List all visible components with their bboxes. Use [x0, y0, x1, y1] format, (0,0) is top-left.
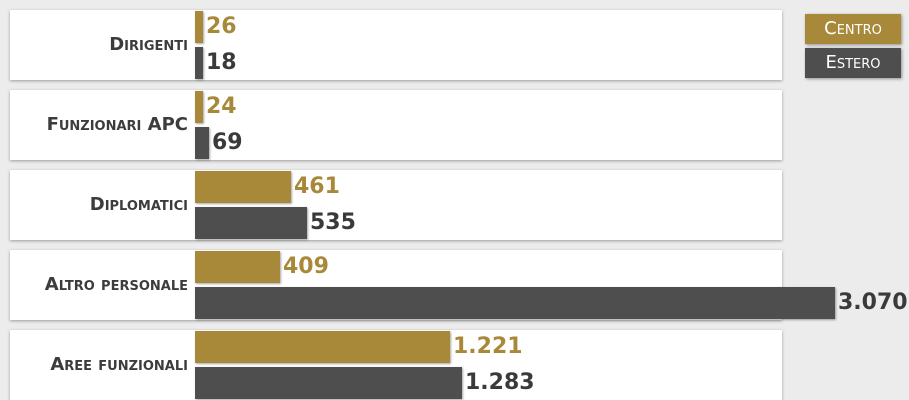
- bar-centro-diplomatici: [195, 171, 291, 203]
- bar-estero-altro-personale: [195, 287, 835, 319]
- legend-item-estero: Estero: [805, 48, 901, 78]
- bar-centro-dirigenti: [195, 11, 203, 43]
- value-label-estero: 535: [310, 210, 356, 235]
- value-label-centro: 1.221: [453, 334, 523, 359]
- bar-centro-aree-funzionali: [195, 331, 450, 363]
- value-label-centro: 24: [206, 94, 237, 119]
- category-label: Aree funzionali: [50, 354, 188, 375]
- bar-estero-diplomatici: [195, 207, 307, 239]
- bar-estero-funzionari-apc: [195, 127, 209, 159]
- row-background-dirigenti: [10, 10, 782, 80]
- bar-centro-funzionari-apc: [195, 91, 203, 123]
- category-label: Diplomatici: [89, 194, 188, 215]
- value-label-estero: 1.283: [465, 370, 535, 395]
- row-background-diplomatici: [10, 170, 782, 240]
- category-label: Funzionari APC: [46, 114, 188, 135]
- bar-centro-altro-personale: [195, 251, 280, 283]
- category-label: Altro personale: [44, 274, 188, 295]
- legend-item-centro: Centro: [805, 14, 901, 44]
- value-label-estero: 18: [206, 50, 237, 75]
- value-label-estero: 3.070: [838, 290, 908, 315]
- value-label-estero: 69: [212, 130, 243, 155]
- value-label-centro: 26: [206, 14, 237, 39]
- bar-estero-aree-funzionali: [195, 367, 462, 399]
- row-background-funzionari-apc: [10, 90, 782, 160]
- value-label-centro: 409: [283, 254, 329, 279]
- value-label-centro: 461: [294, 174, 340, 199]
- bar-estero-dirigenti: [195, 47, 203, 79]
- category-label: Dirigenti: [109, 34, 188, 55]
